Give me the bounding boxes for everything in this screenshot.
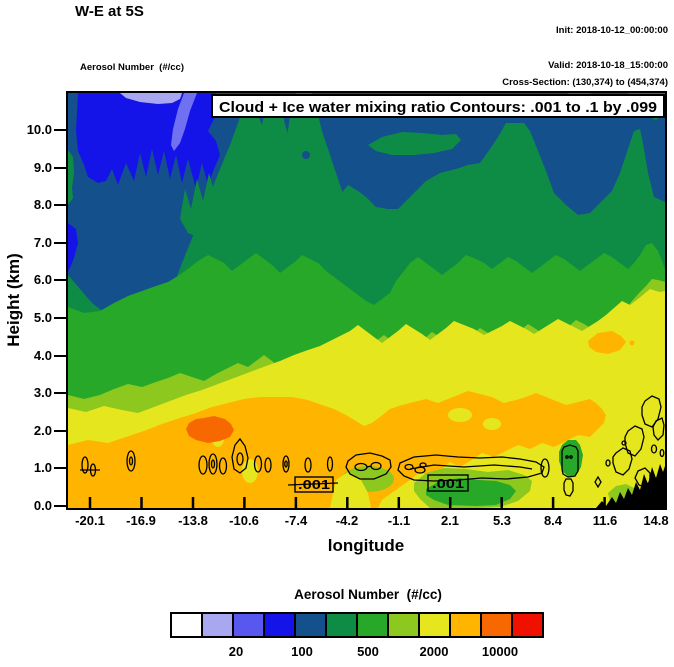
- y-axis-title: Height (km): [4, 253, 23, 347]
- fill-region-violet-streak: [171, 93, 197, 151]
- x-tick-label: -16.9: [126, 513, 156, 528]
- legend-cell: [387, 612, 420, 638]
- legend-cell: [170, 612, 203, 638]
- legend-tick-label: 20: [228, 644, 244, 659]
- y-tick: [54, 430, 67, 432]
- contour-label: .001: [432, 477, 464, 491]
- y-tick-label: 6.0: [33, 272, 52, 287]
- run-times: Init: 2018-10-12_00:00:00 Valid: 2018-10…: [548, 2, 668, 94]
- x-tick-label: -20.1: [75, 513, 105, 528]
- legend-tick-label: 10000: [481, 644, 519, 659]
- plot-overlay-title: Cloud + Ice water mixing ratio Contours:…: [219, 99, 657, 116]
- y-tick: [54, 355, 67, 357]
- terrain-silhouette: [596, 464, 665, 508]
- fill-region-blue-sliver: [68, 223, 78, 271]
- fill-region-green-sliver: [68, 150, 74, 205]
- cross-section-coords: Cross-Section: (130,374) to (454,374): [502, 77, 668, 88]
- y-tick-label: 0.0: [33, 498, 52, 513]
- y-tick-label: 7.0: [33, 235, 52, 250]
- y-tick-label: 5.0: [33, 310, 52, 325]
- contour-label-box-west: .001: [294, 476, 334, 493]
- y-tick: [54, 279, 67, 281]
- fill-region-green-spikes: [180, 93, 354, 249]
- valid-time: Valid: 2018-10-18_15:00:00: [548, 59, 668, 71]
- aerosol-contour-field: .001 .001 Cloud + Ice water mixing ratio…: [68, 93, 665, 508]
- legend-cell: [356, 612, 389, 638]
- x-tick-label: -10.6: [229, 513, 259, 528]
- legend-tick-label: 500: [357, 644, 379, 659]
- legend-title: Aerosol Number (#/cc): [294, 587, 442, 602]
- x-tick-label: -13.8: [178, 513, 208, 528]
- legend-cell: [325, 612, 358, 638]
- x-tick-label: -4.2: [335, 513, 359, 528]
- legend-colorbar: [170, 612, 544, 638]
- legend-cell: [232, 612, 265, 638]
- navy-speck: [302, 151, 310, 159]
- y-tick-label: 4.0: [33, 348, 52, 363]
- x-tick-label: 14.8: [643, 513, 669, 528]
- plot-overlay-title-box: Cloud + Ice water mixing ratio Contours:…: [211, 94, 665, 118]
- y-tick-label: 8.0: [33, 197, 52, 212]
- x-tick-label: -7.4: [284, 513, 308, 528]
- legend-cell: [294, 612, 327, 638]
- fill-region-green-patch-low: [426, 478, 516, 506]
- x-tick-label: -1.1: [387, 513, 411, 528]
- yellow-hole: [448, 408, 472, 422]
- y-tick: [54, 317, 67, 319]
- legend-tick-label: 2000: [419, 644, 449, 659]
- x-ticks: [88, 497, 658, 508]
- y-tick: [54, 204, 67, 206]
- y-tick-label: 1.0: [33, 460, 52, 475]
- init-time: Init: 2018-10-12_00:00:00: [556, 25, 668, 36]
- legend-cell: [511, 612, 544, 638]
- y-tick: [54, 242, 67, 244]
- x-tick-label: 8.4: [543, 513, 563, 528]
- x-tick-label: 2.1: [440, 513, 460, 528]
- fill-region-periwinkle-patch: [120, 93, 182, 104]
- y-tick-label: 10.0: [26, 122, 52, 137]
- contour-label: .001: [298, 478, 330, 492]
- y-tick: [54, 392, 67, 394]
- legend-cell: [449, 612, 482, 638]
- legend-tick-label: 100: [291, 644, 313, 659]
- contour-label-box-east: .001: [427, 474, 469, 492]
- y-tick: [54, 167, 67, 169]
- cross-section-plot: .001 .001 Cloud + Ice water mixing ratio…: [66, 91, 667, 510]
- y-tick: [54, 505, 67, 507]
- x-tick-label: 5.3: [492, 513, 512, 528]
- gold-speck: [629, 340, 635, 346]
- y-tick: [54, 467, 67, 469]
- y-tick-label: 3.0: [33, 385, 52, 400]
- fill-region-yellow-wedge: [330, 472, 371, 508]
- x-axis-title: longitude: [327, 536, 405, 555]
- legend-cell: [263, 612, 296, 638]
- y-tick: [54, 129, 67, 131]
- y-tick-label: 2.0: [33, 423, 52, 438]
- fill-region-green-streak: [368, 132, 461, 155]
- legend-cell: [480, 612, 513, 638]
- x-tick-label: 11.6: [592, 513, 618, 528]
- yellow-hole: [483, 418, 501, 430]
- cloud-water-contours: [80, 395, 665, 497]
- y-tick-label: 9.0: [33, 160, 52, 175]
- legend-cell: [418, 612, 451, 638]
- fill-region-gold-blob-right: [588, 331, 626, 354]
- page-title: W-E at 5S: [75, 3, 144, 20]
- fill-region-orange-max: [186, 416, 234, 443]
- legend-cell: [201, 612, 234, 638]
- field-line-aerosol: Aerosol Number (#/cc): [80, 62, 184, 73]
